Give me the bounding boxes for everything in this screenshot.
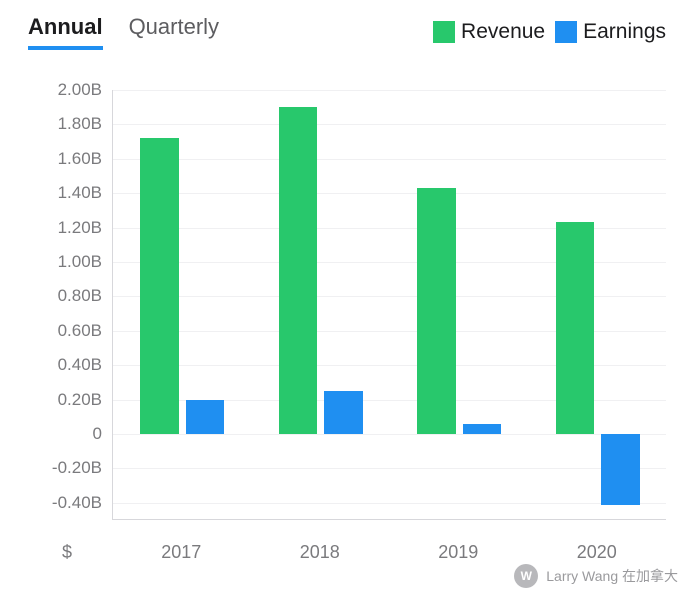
y-tick-label: 0.20B <box>58 390 102 410</box>
x-tick-label: 2019 <box>438 542 478 563</box>
chart-legend: Revenue Earnings <box>433 20 666 44</box>
legend-revenue-label: Revenue <box>461 20 545 44</box>
earnings-bar[interactable] <box>601 434 640 505</box>
chart-area: 2.00B1.80B1.60B1.40B1.20B1.00B0.80B0.60B… <box>20 90 676 590</box>
legend-earnings-label: Earnings <box>583 20 666 44</box>
tab-quarterly[interactable]: Quarterly <box>129 14 219 50</box>
y-tick-label: -0.20B <box>52 458 102 478</box>
y-tick-label: 0.60B <box>58 321 102 341</box>
grid-line <box>113 468 666 469</box>
grid-line <box>113 193 666 194</box>
y-tick-label: -0.40B <box>52 493 102 513</box>
earnings-bar[interactable] <box>324 391 363 434</box>
y-tick-label: 1.20B <box>58 218 102 238</box>
earnings-bar[interactable] <box>186 400 225 434</box>
earnings-bar[interactable] <box>463 424 502 434</box>
revenue-swatch-icon <box>433 21 455 43</box>
grid-line <box>113 124 666 125</box>
currency-symbol: $ <box>62 542 72 563</box>
y-tick-label: 2.00B <box>58 80 102 100</box>
grid-line <box>113 503 666 504</box>
grid-line <box>113 90 666 91</box>
revenue-bar[interactable] <box>279 107 318 434</box>
x-tick-label: 2020 <box>577 542 617 563</box>
watermark: W Larry Wang 在加拿大 <box>514 564 678 588</box>
watermark-text: Larry Wang 在加拿大 <box>546 566 678 586</box>
x-tick-label: 2017 <box>161 542 201 563</box>
period-tabs: Annual Quarterly <box>28 14 219 50</box>
x-tick-label: 2018 <box>300 542 340 563</box>
y-tick-label: 0.40B <box>58 355 102 375</box>
legend-earnings: Earnings <box>555 20 666 44</box>
y-tick-label: 1.80B <box>58 114 102 134</box>
y-tick-label: 1.00B <box>58 252 102 272</box>
tab-annual[interactable]: Annual <box>28 14 103 50</box>
revenue-bar[interactable] <box>417 188 456 434</box>
watermark-icon: W <box>514 564 538 588</box>
grid-line <box>113 159 666 160</box>
y-tick-label: 0 <box>93 424 102 444</box>
legend-revenue: Revenue <box>433 20 545 44</box>
y-axis: 2.00B1.80B1.60B1.40B1.20B1.00B0.80B0.60B… <box>20 90 108 590</box>
y-tick-label: 1.40B <box>58 183 102 203</box>
y-tick-label: 1.60B <box>58 149 102 169</box>
chart-header: Annual Quarterly Revenue Earnings <box>0 0 696 60</box>
earnings-swatch-icon <box>555 21 577 43</box>
plot-area <box>112 90 666 520</box>
y-tick-label: 0.80B <box>58 286 102 306</box>
revenue-bar[interactable] <box>140 138 179 434</box>
revenue-bar[interactable] <box>556 222 595 434</box>
